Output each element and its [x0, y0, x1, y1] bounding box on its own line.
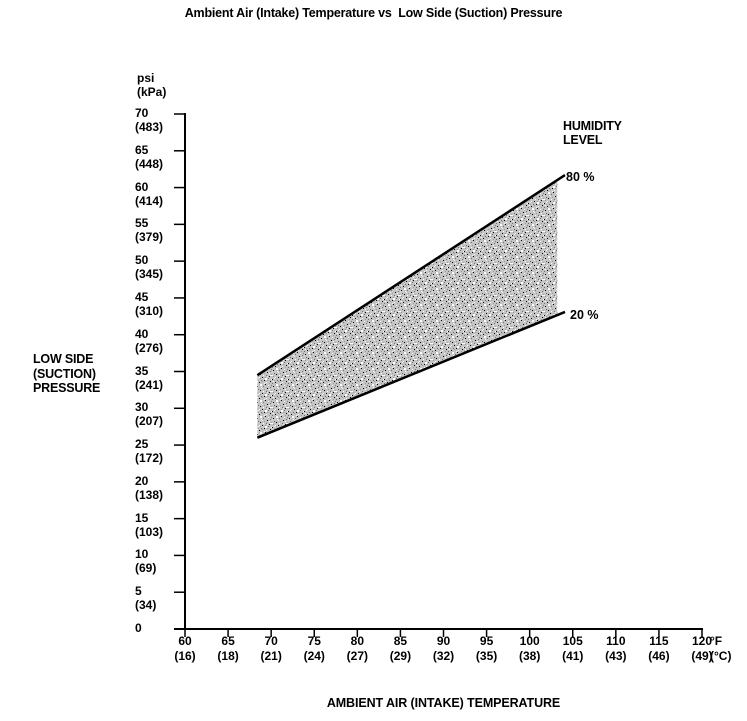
x-tick-label: 115 (46): [636, 634, 682, 664]
x-axis-title: AMBIENT AIR (INTAKE) TEMPERATURE: [326, 696, 561, 710]
legend-title: HUMIDITY LEVEL: [563, 119, 622, 147]
x-tick-f: 115: [649, 634, 669, 648]
y-tick-psi: 60: [135, 179, 149, 194]
x-tick-c: (46): [648, 649, 670, 663]
y-tick-label: 15 (103): [135, 511, 180, 539]
x-tick-c: (35): [475, 649, 498, 663]
x-axis-unit-label: °F (°C): [710, 634, 731, 664]
x-tick-c: (38): [518, 649, 541, 663]
x-tick-f: 70: [264, 634, 278, 648]
x-tick-c: (24): [303, 649, 325, 663]
y-unit-psi: psi: [137, 71, 155, 85]
y-tick-kpa: (103): [135, 524, 164, 539]
y-tick-psi: 40: [135, 326, 149, 341]
x-tick-c: (21): [260, 649, 282, 663]
upper-humidity-line: [256, 174, 566, 377]
x-tick-f: 105: [562, 634, 583, 648]
x-tick-label: 85 (29): [377, 634, 423, 664]
y-unit-kpa: (kPa): [137, 85, 167, 99]
x-tick-label: 65 (18): [205, 634, 251, 664]
y-tick-label: 60 (414): [135, 180, 180, 208]
x-tick-f: 75: [307, 634, 321, 648]
y-tick-label: 55 (379): [135, 216, 180, 244]
y-tick-label: 20 (138): [135, 474, 180, 502]
y-tick-kpa: (276): [135, 340, 164, 355]
x-tick-f: 100: [519, 634, 540, 648]
chart-title: Ambient Air (Intake) Temperature vs Low …: [184, 6, 563, 20]
y-tick-psi: 65: [135, 142, 149, 157]
y-tick-kpa: (34): [135, 598, 157, 613]
humidity-80-label: 80 %: [566, 170, 595, 184]
x-tick-label: 120 (49): [679, 634, 725, 664]
x-tick-label: 110 (43): [593, 634, 639, 664]
y-tick-label: 0: [135, 621, 180, 635]
x-tick-c: (29): [389, 649, 412, 663]
x-tick-f: 65: [221, 634, 235, 648]
y-tick-kpa: (483): [135, 120, 164, 134]
y-tick-psi: 10: [135, 547, 149, 562]
x-tick-label: 95 (35): [464, 634, 510, 664]
y-tick-psi: 0: [135, 621, 142, 635]
lower-humidity-line: [256, 310, 566, 439]
y-tick-psi: 45: [135, 289, 149, 304]
y-tick-kpa: (138): [135, 487, 164, 502]
x-unit-f: °F: [710, 634, 723, 648]
y-tick-kpa: (241): [135, 377, 164, 392]
x-tick-c: (16): [174, 649, 196, 663]
y-tick-kpa: (207): [135, 414, 164, 429]
y-tick-psi: 15: [135, 510, 149, 525]
x-tick-c: (43): [605, 649, 627, 663]
x-tick-f: 95: [479, 634, 494, 648]
y-tick-label: 45 (310): [135, 290, 180, 318]
y-tick-psi: 50: [135, 253, 149, 268]
x-tick-c: (18): [217, 649, 239, 663]
y-tick-label: 50 (345): [135, 253, 180, 281]
y-axis-title: LOW SIDE (SUCTION) PRESSURE: [33, 352, 101, 395]
y-axis-unit-label: psi (kPa): [137, 71, 166, 99]
x-tick-label: 90 (32): [421, 634, 467, 664]
y-tick-label: 70 (483): [135, 106, 180, 134]
x-tick-label: 75 (24): [291, 634, 337, 664]
x-tick-label: 105 (41): [550, 634, 596, 664]
y-tick-psi: 5: [135, 584, 142, 599]
x-tick-c: (41): [562, 649, 584, 663]
y-tick-psi: 30: [135, 400, 149, 415]
humidity-band-fill: [257, 180, 558, 438]
y-tick-label: 30 (207): [135, 400, 180, 428]
y-tick-psi: 55: [135, 216, 149, 231]
y-tick-kpa: (379): [135, 230, 164, 245]
x-tick-label: 100 (38): [507, 634, 553, 664]
y-tick-psi: 20: [135, 473, 149, 488]
y-tick-psi: 25: [135, 437, 149, 452]
y-tick-kpa: (414): [135, 193, 164, 208]
x-tick-f: 85: [393, 634, 408, 648]
x-tick-c: (32): [432, 649, 455, 663]
x-tick-f: 120: [691, 634, 713, 648]
y-tick-kpa: (310): [135, 303, 164, 318]
x-tick-label: 70 (21): [248, 634, 294, 664]
y-tick-label: 25 (172): [135, 437, 180, 465]
x-tick-c: (27): [346, 649, 368, 663]
y-tick-kpa: (345): [135, 267, 164, 282]
x-tick-f: 90: [436, 634, 451, 648]
y-tick-kpa: (448): [135, 156, 164, 171]
y-tick-label: 10 (69): [135, 547, 180, 575]
y-tick-kpa: (69): [135, 561, 157, 576]
x-tick-c: (49): [691, 649, 713, 663]
y-tick-psi: 35: [135, 363, 149, 378]
y-tick-label: 40 (276): [135, 327, 180, 355]
x-tick-f: 110: [606, 634, 626, 648]
x-tick-label: 60 (16): [162, 634, 208, 664]
y-tick-label: 35 (241): [135, 364, 180, 392]
humidity-20-label: 20 %: [570, 308, 599, 322]
x-tick-f: 60: [178, 634, 192, 648]
x-tick-f: 80: [350, 634, 364, 648]
x-unit-c: (°C): [710, 649, 732, 663]
y-tick-psi: 70: [135, 106, 149, 120]
y-tick-kpa: (172): [135, 451, 164, 466]
x-tick-label: 80 (27): [334, 634, 380, 664]
y-tick-label: 65 (448): [135, 143, 180, 171]
y-tick-label: 5 (34): [135, 584, 180, 612]
